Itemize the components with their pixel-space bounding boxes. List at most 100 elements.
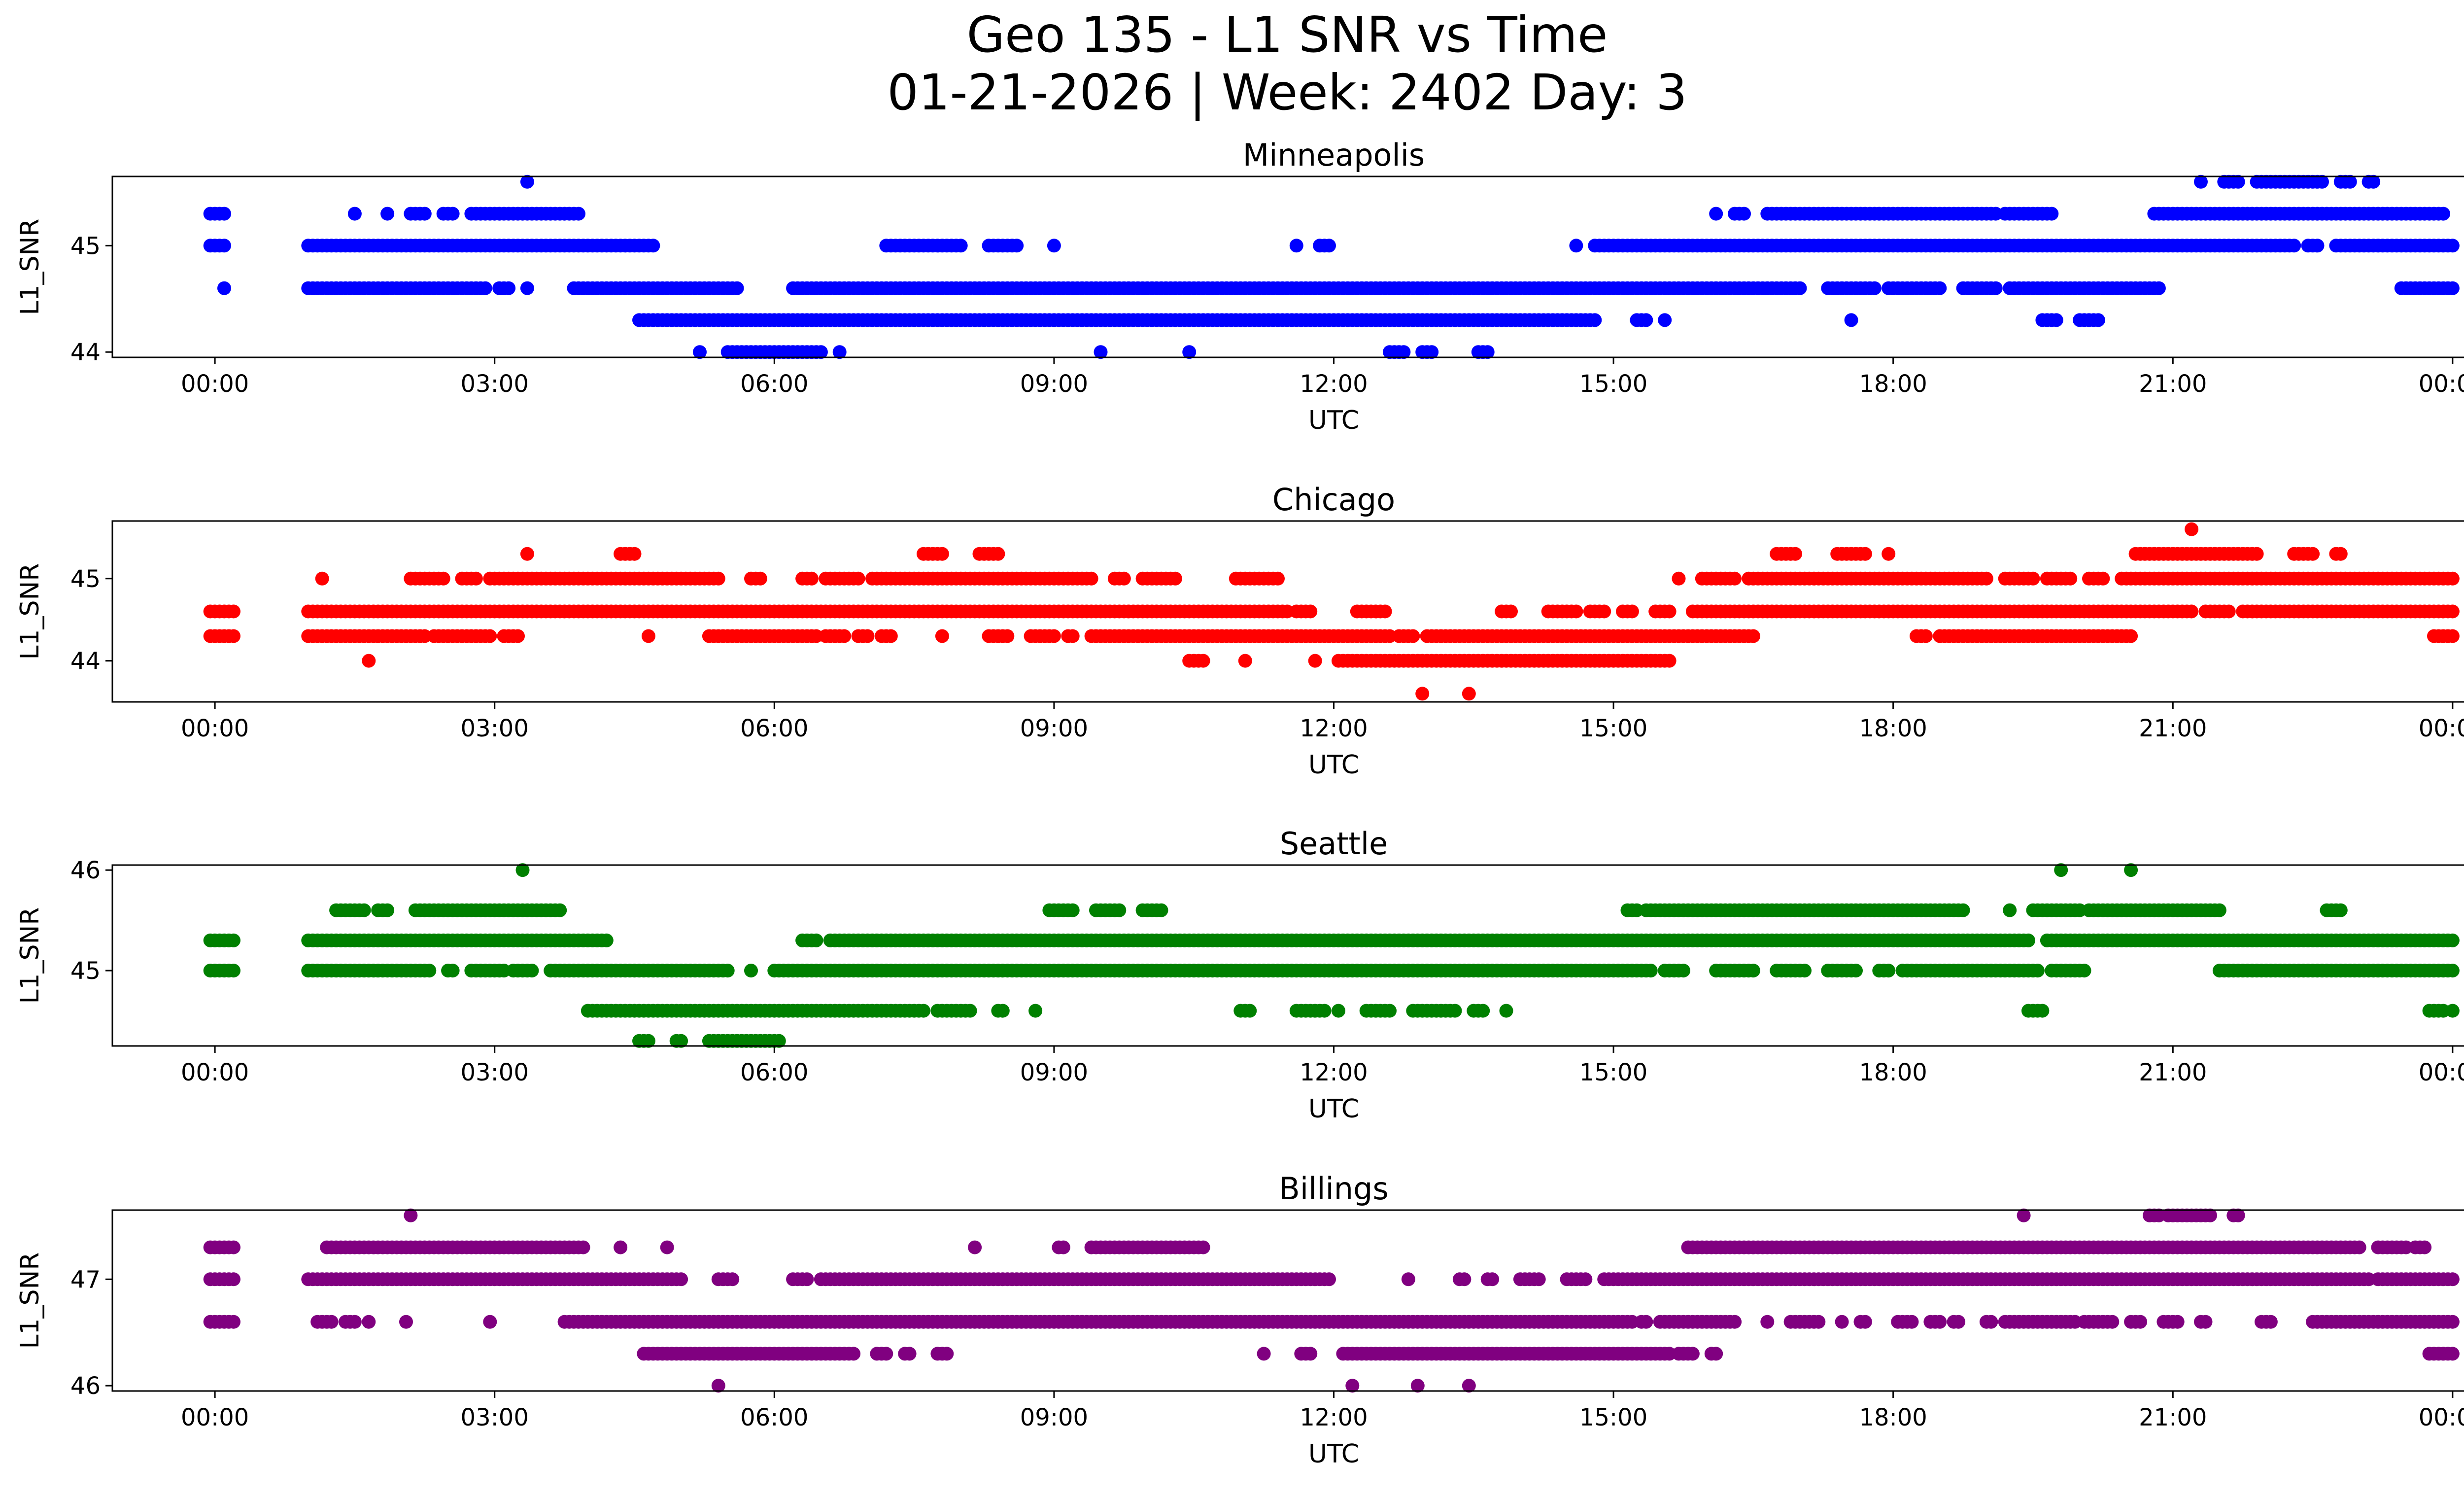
data-point [2124, 863, 2138, 877]
data-point [347, 1315, 362, 1329]
data-point [860, 629, 875, 643]
data-point [422, 964, 437, 978]
data-point [1639, 1315, 1653, 1329]
data-point [227, 964, 240, 978]
data-point [553, 903, 567, 917]
x-tick-label: 06:00 [740, 715, 808, 742]
data-point [2306, 547, 2320, 561]
data-point [1746, 964, 1760, 978]
axes-frame [111, 864, 2464, 1047]
data-point [2203, 1208, 2217, 1222]
data-point [2133, 1315, 2148, 1329]
data-point [520, 174, 534, 189]
data-point [2352, 1240, 2366, 1254]
data-point [2333, 903, 2348, 917]
data-point [968, 1240, 982, 1254]
data-point [1196, 654, 1210, 668]
data-point [2017, 1208, 2031, 1222]
data-point [1662, 654, 1677, 668]
data-point [1760, 1315, 1775, 1329]
data-point [884, 629, 898, 643]
data-point [2198, 1315, 2213, 1329]
data-point [1154, 903, 1168, 917]
data-point [445, 964, 460, 978]
y-tick-label: 46 [70, 857, 101, 884]
data-point [217, 207, 231, 221]
data-point [1504, 604, 1518, 619]
data-point [1588, 313, 1602, 327]
x-tick-label: 00:00 [2419, 1404, 2464, 1431]
data-point [614, 1240, 628, 1254]
data-point [2263, 1315, 2278, 1329]
data-point [2091, 313, 2105, 327]
data-point [1000, 629, 1015, 643]
x-tick-label: 09:00 [1020, 370, 1088, 398]
data-point [2105, 1315, 2120, 1329]
x-tick-label: 15:00 [1579, 370, 1647, 398]
data-point [227, 604, 240, 619]
data-point [1303, 604, 1318, 619]
x-tick-label: 00:00 [181, 715, 249, 742]
data-point [940, 1347, 954, 1361]
x-tick-label: 03:00 [461, 1404, 529, 1431]
data-point [2231, 174, 2245, 189]
data-point [1322, 1272, 1336, 1286]
data-point [1882, 547, 1896, 561]
data-point [1728, 1315, 1742, 1329]
x-tick-label: 06:00 [740, 370, 808, 398]
data-point [1858, 547, 1872, 561]
data-point [1835, 1315, 1849, 1329]
data-point [2003, 903, 2017, 917]
data-point [2021, 933, 2035, 947]
axes-frame [111, 175, 2464, 358]
data-point [902, 1347, 917, 1361]
x-axis-label: UTC [1308, 406, 1359, 435]
data-point [1332, 1004, 1345, 1018]
data-point [730, 281, 744, 295]
data-point [445, 207, 460, 221]
data-point [324, 1315, 339, 1329]
data-point [1793, 281, 1807, 295]
data-point [399, 1315, 413, 1329]
data-point [483, 1315, 497, 1329]
x-tick-label: 21:00 [2139, 370, 2207, 398]
data-point [1047, 239, 1061, 253]
data-point [2222, 604, 2236, 619]
data-point [2026, 571, 2040, 586]
data-point [627, 547, 642, 561]
data-point [1094, 345, 1108, 359]
data-point [1643, 964, 1658, 978]
data-point [576, 1240, 590, 1254]
data-point [2445, 1272, 2460, 1286]
data-point [1858, 1315, 1872, 1329]
data-point [1065, 903, 1080, 917]
data-point [711, 571, 725, 586]
data-point [1480, 345, 1495, 359]
data-point [1499, 1004, 1513, 1018]
data-point [963, 1004, 977, 1018]
subplot-title: Chicago [1272, 482, 1395, 518]
x-tick-label: 06:00 [740, 1059, 808, 1086]
y-axis-label: L1_SNR [15, 907, 45, 1004]
data-point [847, 1347, 861, 1361]
x-axis-label: UTC [1308, 1439, 1359, 1469]
data-point [1639, 313, 1653, 327]
data-point [2418, 1240, 2432, 1254]
data-point [725, 1272, 740, 1286]
y-tick-label: 47 [70, 1266, 101, 1293]
x-tick-label: 15:00 [1579, 1059, 1647, 1086]
data-point [1448, 1004, 1462, 1018]
data-point [991, 547, 1005, 561]
x-tick-label: 15:00 [1579, 715, 1647, 742]
data-point [711, 1379, 725, 1393]
x-tick-label: 12:00 [1300, 370, 1368, 398]
data-point [362, 654, 376, 668]
data-point [1271, 571, 1285, 586]
data-point [660, 1240, 674, 1254]
data-point [1905, 1315, 1919, 1329]
subplot-title: Billings [1279, 1171, 1388, 1207]
data-point [520, 547, 534, 561]
